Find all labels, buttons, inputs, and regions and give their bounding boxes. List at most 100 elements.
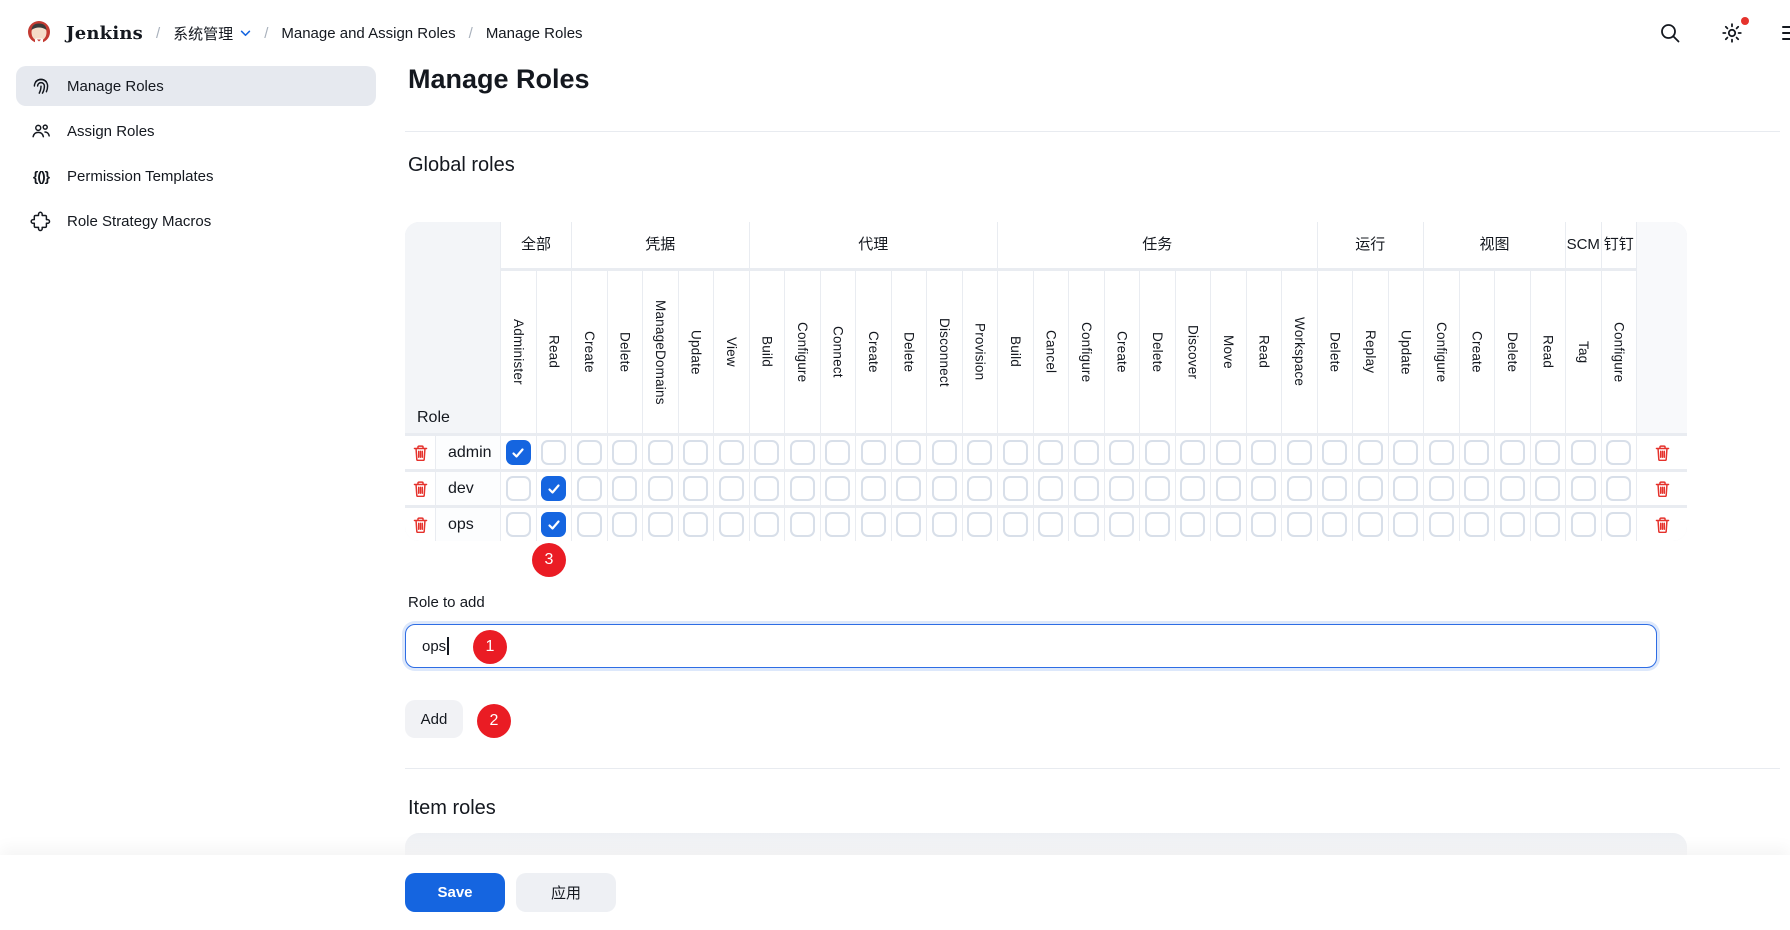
ops-move-checkbox[interactable] bbox=[1215, 512, 1241, 537]
dev-workspace-checkbox[interactable] bbox=[1286, 476, 1312, 501]
overflow-menu-icon[interactable] bbox=[1782, 21, 1790, 45]
ops-configure-checkbox[interactable] bbox=[1428, 512, 1454, 537]
dev-provision-checkbox[interactable] bbox=[967, 476, 993, 501]
ops-replay-checkbox[interactable] bbox=[1357, 512, 1383, 537]
ops-update-checkbox[interactable] bbox=[1393, 512, 1419, 537]
admin-delete-checkbox[interactable] bbox=[612, 440, 638, 465]
admin-replay-checkbox[interactable] bbox=[1357, 440, 1383, 465]
admin-create-checkbox[interactable] bbox=[576, 440, 602, 465]
dev-build-checkbox[interactable] bbox=[754, 476, 780, 501]
ops-delete-checkbox[interactable] bbox=[1144, 512, 1170, 537]
admin-configure-checkbox[interactable] bbox=[1073, 440, 1099, 465]
dev-administer-checkbox[interactable] bbox=[505, 476, 531, 501]
dev-view-checkbox[interactable] bbox=[718, 476, 744, 501]
ops-view-checkbox[interactable] bbox=[718, 512, 744, 537]
dev-create-checkbox[interactable] bbox=[860, 476, 886, 501]
admin-configure-checkbox[interactable] bbox=[1428, 440, 1454, 465]
dev-configure-checkbox[interactable] bbox=[1428, 476, 1454, 501]
delete-role-ops-icon[interactable] bbox=[1637, 508, 1687, 541]
admin-create-checkbox[interactable] bbox=[1464, 440, 1490, 465]
ops-connect-checkbox[interactable] bbox=[825, 512, 851, 537]
admin-disconnect-checkbox[interactable] bbox=[931, 440, 957, 465]
breadcrumb-item-manage-roles[interactable]: Manage Roles bbox=[486, 25, 583, 42]
admin-create-checkbox[interactable] bbox=[860, 440, 886, 465]
role-to-add-input[interactable]: ops bbox=[405, 624, 1657, 668]
sidebar-item-permission-templates[interactable]: {()} Permission Templates bbox=[16, 156, 376, 196]
admin-provision-checkbox[interactable] bbox=[967, 440, 993, 465]
dev-delete-checkbox[interactable] bbox=[896, 476, 922, 501]
admin-administer-checkbox[interactable] bbox=[505, 440, 531, 465]
dev-replay-checkbox[interactable] bbox=[1357, 476, 1383, 501]
admin-tag-checkbox[interactable] bbox=[1570, 440, 1596, 465]
admin-update-checkbox[interactable] bbox=[683, 440, 709, 465]
admin-build-checkbox[interactable] bbox=[754, 440, 780, 465]
admin-read-checkbox[interactable] bbox=[1535, 440, 1561, 465]
dev-configure-checkbox[interactable] bbox=[1073, 476, 1099, 501]
delete-role-ops-icon[interactable] bbox=[405, 508, 435, 541]
sidebar-item-manage-roles[interactable]: Manage Roles bbox=[16, 66, 376, 106]
admin-read-checkbox[interactable] bbox=[1251, 440, 1277, 465]
ops-create-checkbox[interactable] bbox=[860, 512, 886, 537]
save-button[interactable]: Save bbox=[405, 873, 505, 912]
admin-view-checkbox[interactable] bbox=[718, 440, 744, 465]
sidebar-item-role-strategy-macros[interactable]: Role Strategy Macros bbox=[16, 201, 376, 241]
ops-build-checkbox[interactable] bbox=[754, 512, 780, 537]
chevron-down-icon[interactable] bbox=[240, 30, 251, 37]
admin-delete-checkbox[interactable] bbox=[896, 440, 922, 465]
ops-configure-checkbox[interactable] bbox=[1606, 512, 1632, 537]
admin-discover-checkbox[interactable] bbox=[1180, 440, 1206, 465]
dev-read-checkbox[interactable] bbox=[1535, 476, 1561, 501]
settings-icon[interactable] bbox=[1720, 17, 1749, 45]
admin-delete-checkbox[interactable] bbox=[1499, 440, 1525, 465]
admin-workspace-checkbox[interactable] bbox=[1286, 440, 1312, 465]
dev-connect-checkbox[interactable] bbox=[825, 476, 851, 501]
sidebar-item-assign-roles[interactable]: Assign Roles bbox=[16, 111, 376, 151]
dev-discover-checkbox[interactable] bbox=[1180, 476, 1206, 501]
add-button[interactable]: Add bbox=[405, 700, 463, 738]
admin-delete-checkbox[interactable] bbox=[1144, 440, 1170, 465]
breadcrumb-item-manage-and-assign-roles[interactable]: Manage and Assign Roles bbox=[281, 25, 455, 42]
search-icon[interactable] bbox=[1658, 21, 1682, 45]
delete-role-admin-icon[interactable] bbox=[405, 436, 435, 469]
dev-create-checkbox[interactable] bbox=[1109, 476, 1135, 501]
ops-workspace-checkbox[interactable] bbox=[1286, 512, 1312, 537]
dev-delete-checkbox[interactable] bbox=[1144, 476, 1170, 501]
ops-create-checkbox[interactable] bbox=[1109, 512, 1135, 537]
ops-update-checkbox[interactable] bbox=[683, 512, 709, 537]
ops-discover-checkbox[interactable] bbox=[1180, 512, 1206, 537]
admin-connect-checkbox[interactable] bbox=[825, 440, 851, 465]
dev-cancel-checkbox[interactable] bbox=[1038, 476, 1064, 501]
admin-update-checkbox[interactable] bbox=[1393, 440, 1419, 465]
jenkins-wordmark[interactable]: Jenkins bbox=[66, 22, 143, 44]
dev-update-checkbox[interactable] bbox=[1393, 476, 1419, 501]
admin-configure-checkbox[interactable] bbox=[1606, 440, 1632, 465]
ops-read-checkbox[interactable] bbox=[541, 512, 567, 537]
dev-create-checkbox[interactable] bbox=[576, 476, 602, 501]
dev-disconnect-checkbox[interactable] bbox=[931, 476, 957, 501]
ops-delete-checkbox[interactable] bbox=[612, 512, 638, 537]
dev-create-checkbox[interactable] bbox=[1464, 476, 1490, 501]
admin-move-checkbox[interactable] bbox=[1215, 440, 1241, 465]
dev-move-checkbox[interactable] bbox=[1215, 476, 1241, 501]
dev-update-checkbox[interactable] bbox=[683, 476, 709, 501]
dev-configure-checkbox[interactable] bbox=[1606, 476, 1632, 501]
dev-read-checkbox[interactable] bbox=[1251, 476, 1277, 501]
apply-button[interactable]: 应用 bbox=[516, 873, 616, 912]
admin-configure-checkbox[interactable] bbox=[789, 440, 815, 465]
ops-provision-checkbox[interactable] bbox=[967, 512, 993, 537]
ops-managedomains-checkbox[interactable] bbox=[647, 512, 673, 537]
dev-tag-checkbox[interactable] bbox=[1570, 476, 1596, 501]
ops-delete-checkbox[interactable] bbox=[1322, 512, 1348, 537]
ops-cancel-checkbox[interactable] bbox=[1038, 512, 1064, 537]
dev-delete-checkbox[interactable] bbox=[1322, 476, 1348, 501]
delete-role-admin-icon[interactable] bbox=[1637, 436, 1687, 469]
dev-delete-checkbox[interactable] bbox=[1499, 476, 1525, 501]
admin-managedomains-checkbox[interactable] bbox=[647, 440, 673, 465]
admin-create-checkbox[interactable] bbox=[1109, 440, 1135, 465]
ops-delete-checkbox[interactable] bbox=[1499, 512, 1525, 537]
dev-configure-checkbox[interactable] bbox=[789, 476, 815, 501]
ops-configure-checkbox[interactable] bbox=[1073, 512, 1099, 537]
admin-build-checkbox[interactable] bbox=[1002, 440, 1028, 465]
admin-delete-checkbox[interactable] bbox=[1322, 440, 1348, 465]
ops-read-checkbox[interactable] bbox=[1251, 512, 1277, 537]
